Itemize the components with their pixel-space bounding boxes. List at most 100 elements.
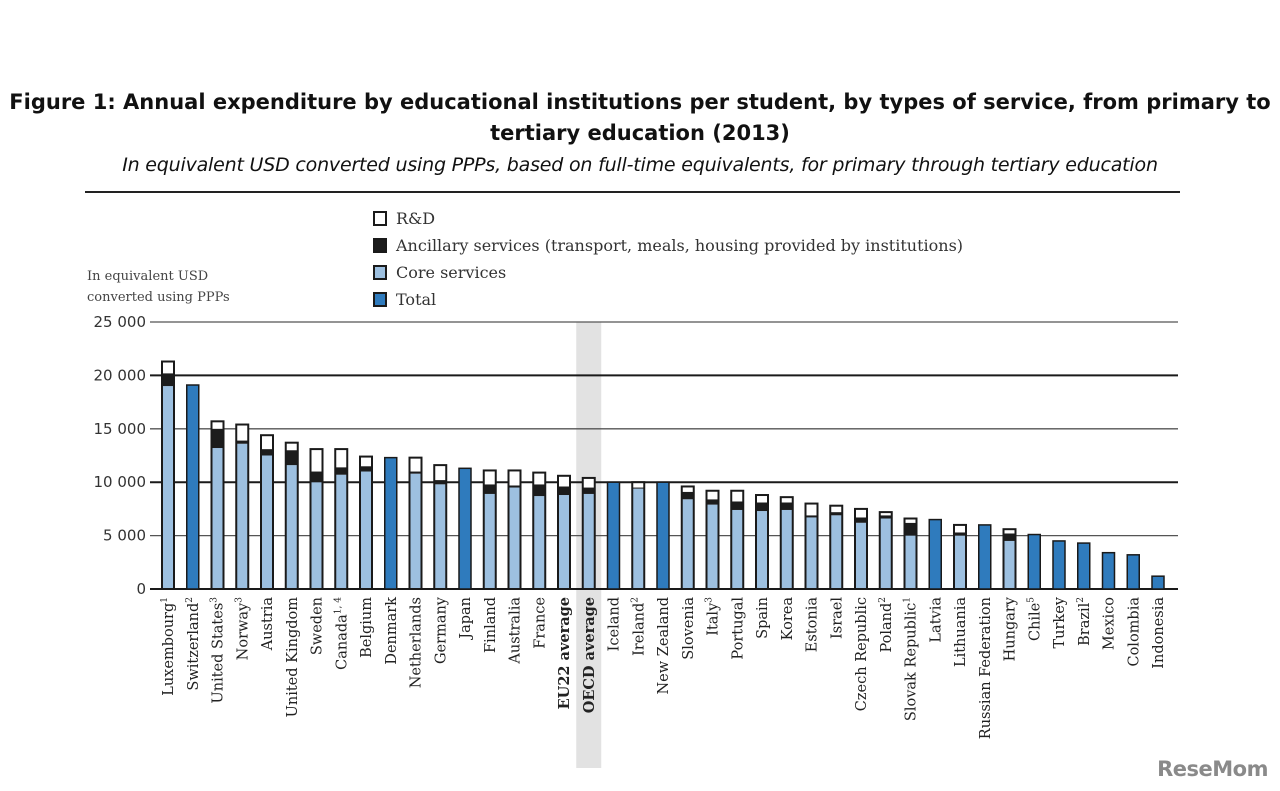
x-tick-label-footnote: 2 — [630, 597, 640, 603]
x-tick-label-text: New Zealand — [656, 597, 672, 695]
y-tick-label: 20 000 — [94, 366, 147, 384]
bar-ancillary — [508, 485, 521, 488]
bar-outline — [631, 481, 646, 591]
bar-core — [211, 448, 224, 589]
x-tick-label-text: Australia — [508, 597, 524, 665]
x-tick-label-footnote: 1, 4 — [333, 597, 343, 614]
x-tick-label-text: Indonesia — [1151, 597, 1167, 669]
bar-rd — [533, 472, 546, 485]
x-tick-label-text: Israel — [829, 597, 845, 639]
bar-group — [581, 476, 596, 591]
bar-core — [558, 495, 570, 589]
bar-ancillary — [879, 515, 892, 519]
x-tick-label-text: Italy — [706, 602, 722, 636]
y-axis-unit-line-2: converted using PPPs — [87, 290, 230, 305]
bar-total — [1077, 542, 1091, 590]
bar-group — [730, 489, 745, 590]
y-axis-ticks: 0 5 000 10 000 15 000 20 000 25 000 — [94, 313, 147, 598]
bar-ancillary — [780, 502, 793, 510]
bar-group — [532, 471, 547, 591]
bar-outline — [210, 420, 225, 590]
bar-core — [409, 473, 422, 589]
chart-title-line-2: tertiary education (2013) — [490, 121, 790, 145]
bar-rd — [434, 465, 447, 481]
bar-rd — [681, 486, 694, 492]
bar-outline — [755, 494, 769, 590]
bar-core — [681, 499, 694, 589]
x-tick-label: Russian Federation — [978, 597, 994, 739]
bar-outline — [705, 489, 720, 590]
bar-core — [434, 484, 447, 589]
x-tick-label-text: Hungary — [1003, 596, 1019, 661]
x-tick-label: Iceland — [607, 597, 623, 651]
legend-swatch-rd — [373, 211, 387, 226]
bar-core — [508, 487, 521, 589]
bar-group — [680, 485, 695, 590]
bar-ancillary — [558, 486, 570, 496]
bar-rd — [954, 524, 966, 533]
bar-group — [804, 502, 819, 590]
x-tick-label: Netherlands — [409, 597, 425, 688]
x-tick-label-text: Sweden — [310, 597, 326, 655]
bar-outline — [309, 448, 324, 591]
x-tick-label: Japan — [458, 597, 474, 641]
bar-rd — [805, 503, 818, 516]
x-tick-label: EU22 average — [556, 597, 573, 709]
legend-label-rd: R&D — [396, 209, 436, 228]
title-divider — [85, 191, 1180, 193]
x-tick-label-text: Norway — [235, 602, 251, 660]
x-tick-label: Sweden — [310, 597, 326, 655]
bar-outline — [1002, 528, 1017, 591]
x-tick-label-text: Germany — [433, 596, 449, 664]
x-tick-label-text: Chile — [1027, 603, 1043, 641]
x-tick-label-text: Poland — [879, 603, 895, 653]
bar-core — [582, 493, 595, 589]
bar-outline — [161, 360, 175, 590]
x-tick-label-footnote: 2 — [878, 597, 888, 603]
x-tick-label-text: United States — [211, 603, 227, 704]
bar-total — [1027, 533, 1041, 590]
x-tick-label-text: Lithuania — [953, 597, 969, 667]
chart-title-line-1: Figure 1: Annual expenditure by educatio… — [9, 90, 1271, 114]
bar-group — [309, 448, 324, 591]
bar-outline — [804, 502, 819, 590]
x-tick-label: Ireland2 — [630, 597, 647, 656]
x-tick-label: Chile5 — [1026, 597, 1043, 641]
resemom-logo: ReseMom — [1157, 757, 1268, 781]
bar-rd — [558, 475, 570, 487]
bar-rd — [731, 490, 744, 502]
bar-core — [731, 509, 744, 589]
bar-outline — [532, 471, 547, 591]
bar-group — [656, 481, 670, 590]
legend-item-ancillary: Ancillary services (transport, meals, ho… — [373, 232, 963, 259]
bar-rd — [261, 435, 273, 450]
x-tick-label-text: Colombia — [1126, 597, 1142, 667]
bar-ancillary — [830, 512, 843, 516]
x-tick-label-text: Japan — [458, 597, 474, 641]
bar-group — [928, 518, 942, 590]
bar-core — [162, 386, 174, 589]
y-axis-unit-label: In equivalent USD converted using PPPs — [87, 266, 230, 308]
x-tick-label: Denmark — [384, 597, 400, 665]
x-tick-label: Slovak Republic1 — [903, 597, 920, 721]
bar-group — [755, 494, 769, 590]
bar-ancillary — [335, 467, 348, 475]
bar-core — [780, 509, 793, 589]
x-tick-label-footnote: 1 — [903, 597, 913, 603]
bar-ancillary — [434, 480, 447, 485]
legend-swatch-ancillary — [373, 238, 387, 253]
x-tick-label-text: Latvia — [928, 597, 944, 643]
x-tick-label: Belgium — [359, 597, 375, 658]
bar-rd — [211, 421, 224, 429]
bar-ancillary — [805, 515, 818, 518]
bar-group — [359, 455, 373, 590]
x-tick-label: Portugal — [730, 597, 746, 660]
bar-group — [878, 511, 893, 590]
bar-outline — [903, 517, 918, 591]
bar-ancillary — [310, 471, 323, 483]
x-tick-label-text: Denmark — [384, 597, 400, 665]
bar-rd — [582, 477, 595, 488]
bar-group — [433, 464, 448, 590]
x-tick-label-text: Canada — [334, 614, 350, 670]
